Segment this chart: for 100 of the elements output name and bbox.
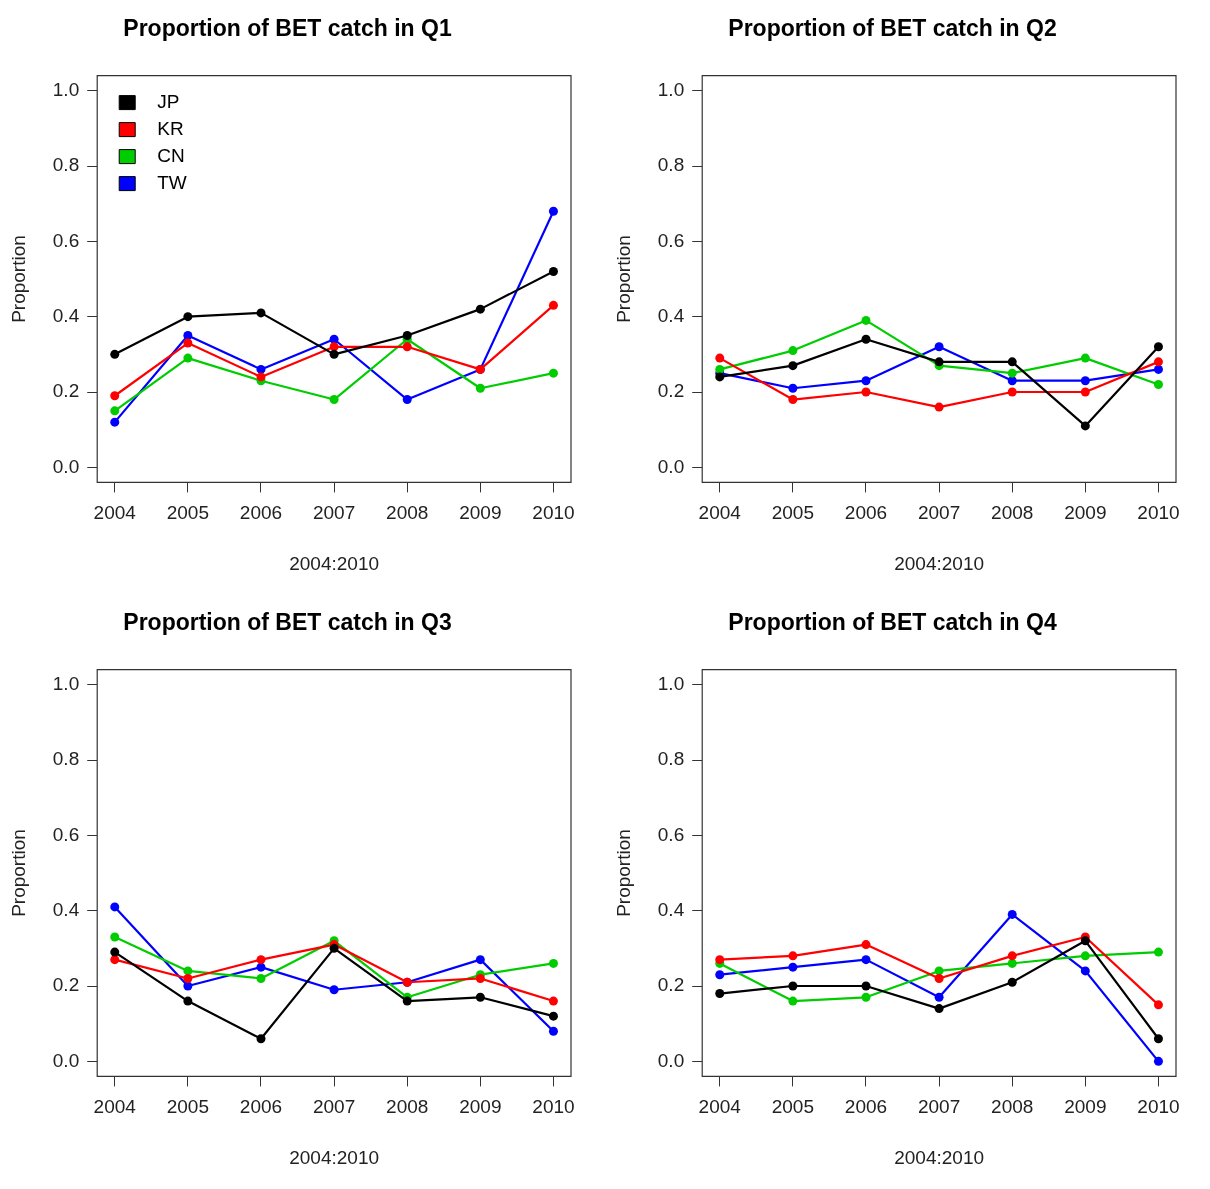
y-tick-label: 0.4 [52,898,80,920]
y-tick-label: 0.2 [657,974,685,996]
point [788,346,798,356]
point [475,992,485,1002]
x-tick-label: 2008 [386,502,429,524]
x-tick-label: 2010 [532,502,575,524]
point [548,300,558,310]
y-tick-label: 0.6 [657,823,685,845]
point [256,973,266,983]
x-tick-label: 2007 [917,502,961,524]
point [1153,1000,1163,1010]
y-tick-label: 0.6 [52,823,80,845]
point [110,955,120,965]
point [934,402,944,412]
chart-title: Proportion of BET catch in Q2 [728,15,1057,42]
point [110,932,120,942]
point [256,372,266,382]
point [475,304,485,314]
x-tick-label: 2005 [771,502,815,524]
point [788,395,798,405]
point [861,334,871,344]
point [788,361,798,371]
x-tick-label: 2009 [459,502,502,524]
point [183,966,193,976]
point [861,992,871,1002]
point [861,940,871,950]
y-tick-label: 0.2 [52,380,80,402]
x-tick-label: 2008 [386,1096,429,1118]
point [934,973,944,983]
chart-title: Proportion of BET catch in Q3 [123,609,452,636]
y-axis-title: Proportion [612,829,634,917]
point [1153,357,1163,367]
point [402,342,412,352]
point [715,364,725,374]
x-tick-label: 2010 [1137,1096,1180,1118]
y-tick-label: 1.0 [52,78,80,100]
x-tick-label: 2005 [771,1096,815,1118]
x-tick-label: 2008 [991,502,1034,524]
point [1153,379,1163,389]
point [1080,387,1090,397]
point [329,395,339,405]
point [934,992,944,1002]
point [548,1011,558,1021]
point [110,391,120,401]
point [183,338,193,348]
point [715,353,725,363]
point [861,315,871,325]
y-tick-label: 0.0 [52,1049,80,1071]
point [183,353,193,363]
x-axis-title: 2004:2010 [289,552,380,574]
x-tick-label: 2009 [459,1096,502,1118]
x-tick-label: 2008 [991,1096,1034,1118]
point [715,970,725,980]
y-tick-label: 0.2 [657,380,685,402]
point [1007,376,1017,386]
x-tick-label: 2006 [239,1096,283,1118]
point [329,349,339,359]
x-tick-label: 2005 [166,502,210,524]
y-tick-label: 1.0 [657,78,685,100]
y-tick-label: 0.8 [52,748,80,770]
x-tick-label: 2004 [698,502,742,524]
point [110,902,120,912]
point [861,955,871,965]
y-tick-label: 0.6 [657,229,685,251]
point [475,383,485,393]
point [110,947,120,957]
point [183,981,193,991]
point [548,996,558,1006]
point [183,996,193,1006]
point [1153,1034,1163,1044]
point [1080,376,1090,386]
point [788,981,798,991]
x-tick-label: 2006 [239,502,283,524]
point [934,357,944,367]
point [788,383,798,393]
legend-label: TW [157,171,187,193]
x-tick-label: 2009 [1064,1096,1107,1118]
point [402,996,412,1006]
x-tick-label: 2009 [1064,502,1107,524]
x-axis-title: 2004:2010 [894,1146,985,1168]
point [110,406,120,416]
point [715,989,725,999]
point [788,962,798,972]
y-tick-label: 0.0 [657,455,685,477]
x-tick-label: 2004 [93,1096,137,1118]
point [934,966,944,976]
point [548,266,558,276]
point [1080,936,1090,946]
point [788,951,798,961]
point [1007,977,1017,987]
x-axis-title: 2004:2010 [894,552,985,574]
point [1153,364,1163,374]
point [402,331,412,340]
point [861,981,871,991]
point [1153,947,1163,957]
x-tick-label: 2005 [166,1096,210,1118]
point [1007,958,1017,968]
y-tick-label: 0.8 [657,748,685,770]
point [1080,353,1090,363]
y-tick-label: 0.4 [52,304,80,326]
